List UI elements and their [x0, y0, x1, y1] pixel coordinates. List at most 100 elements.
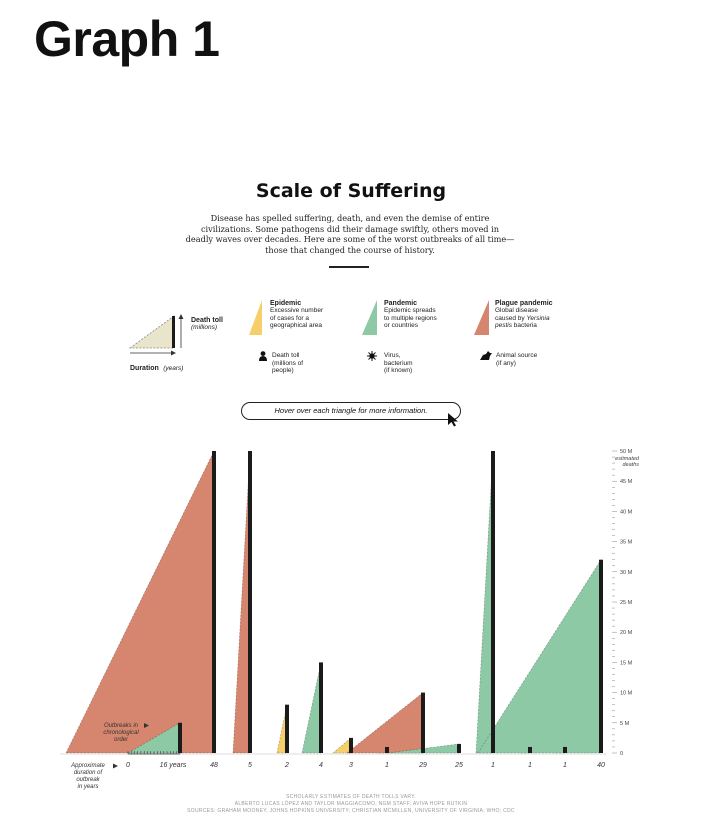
legend-sample-triangle	[128, 315, 175, 349]
pandemic-swatch	[362, 300, 377, 335]
pandemic-swatch-triangle	[362, 300, 377, 335]
legend-desc-line: bacterium	[384, 359, 413, 367]
outbreak-triangle-pandemic[interactable]: 4	[301, 662, 322, 754]
legend-desc-line: pestis bacteria	[495, 322, 553, 330]
duration-label: 29	[418, 762, 427, 769]
y-tick-label: 10 M	[620, 691, 633, 697]
intro-line: civilizations. Some pathogens did their …	[200, 223, 500, 234]
duration-label: 1	[528, 762, 532, 769]
death-toll-bar	[285, 704, 289, 753]
legend-pandemic-title: Pandemic	[384, 300, 418, 307]
epidemic-swatch-triangle	[249, 300, 262, 335]
death-toll-bar	[563, 746, 567, 753]
legend-desc-line: Global disease	[495, 307, 538, 314]
annotation-arrow-icon	[144, 723, 149, 728]
intro-text: Disease has spelled suffering, death, an…	[175, 213, 525, 255]
outbreak-triangle-pandemic[interactable]: 40	[477, 558, 602, 754]
y-tick-label: 25 M	[620, 600, 633, 606]
y-tick-label: 50 M	[620, 449, 633, 455]
duration-label: 5	[248, 762, 252, 769]
outbreaks-order-annotation: chronological	[103, 730, 139, 736]
legend-desc-italic: Yersinia	[526, 314, 550, 322]
legend-desc-line: Virus,	[384, 352, 401, 359]
legend-virus-label: Virus, bacterium (if known)	[384, 352, 413, 375]
legend-desc-line: geographical area	[270, 322, 323, 329]
y-tick-label: 45 M	[620, 479, 633, 485]
legend-desc-line: of cases for a	[270, 314, 310, 322]
outbreak-triangle-plague[interactable]: 29	[346, 691, 424, 754]
animal-icon	[480, 351, 492, 360]
legend-sample-bar	[172, 316, 175, 348]
death-toll-bar	[178, 722, 182, 753]
y-tick-label: 35 M	[620, 540, 633, 546]
legend-desc-line: Death toll	[272, 352, 300, 359]
duration-label: 2	[284, 762, 289, 769]
legend-epidemic-desc: Excessive number of cases for a geograph…	[270, 307, 323, 330]
legend-duration-arrowhead	[171, 350, 176, 356]
legend-death-toll-unit: (millions)	[191, 324, 217, 331]
death-toll-bar	[349, 737, 353, 753]
plague-swatch	[474, 300, 489, 335]
title-divider	[329, 266, 369, 268]
legend-desc-line: caused by Yersinia	[495, 315, 553, 323]
legend-duration-unit: (years)	[163, 365, 184, 372]
credits-authors: ALBERTO LUCAS LÓPEZ AND TAYLOR MAGGIACOM…	[234, 801, 468, 807]
legend-desc-part: caused by	[495, 314, 527, 322]
duration-label: 25	[454, 762, 463, 769]
duration-label: 3	[349, 762, 353, 769]
outbreaks-chart[interactable]: 4816524312925111404816 years 5 2 4 3 1 29 25 1 1 1…	[0, 440, 702, 800]
legend-people-label: Death toll (millions of people)	[272, 352, 303, 375]
death-toll-bar	[212, 451, 216, 753]
legend-duration-label: Duration	[130, 365, 159, 372]
duration-label: 40	[597, 762, 605, 769]
outbreaks-order-annotation: order	[114, 737, 129, 743]
outbreak-triangle-pandemic[interactable]: 1	[475, 450, 494, 754]
death-toll-bar	[457, 743, 461, 753]
y-tick-label: 40 M	[620, 509, 633, 515]
credits-note: SCHOLARLY ESTIMATES OF DEATH TOLLS VARY.	[286, 794, 416, 800]
legend-desc-line: (millions of	[272, 359, 304, 367]
approx-duration-annotation: in years	[77, 784, 98, 790]
legend-duration: Duration (years)	[130, 357, 183, 375]
y-axis-label: estimated	[615, 456, 640, 462]
duration-label: 48	[210, 762, 218, 769]
approx-duration-annotation: Approximate	[70, 763, 105, 769]
person-icon	[259, 351, 267, 361]
death-toll-bar	[599, 559, 603, 753]
duration-label: 4	[319, 762, 323, 769]
legend-desc-line: Excessive number	[270, 307, 324, 314]
duration-arrow-icon	[113, 763, 118, 769]
y-zero-label: 0	[620, 751, 623, 757]
intro-line: Disease has spelled suffering, death, an…	[210, 213, 490, 223]
legend-desc-line: Epidemic spreads	[384, 307, 436, 314]
outbreak-triangle-plague[interactable]: 5	[232, 450, 251, 754]
y-axis-label-2: deaths	[622, 462, 639, 468]
legend-death-toll: Death toll (millions)	[191, 317, 223, 332]
legend-toll-arrowhead	[178, 314, 184, 319]
legend-animal-label: Animal source (if any)	[496, 352, 537, 367]
y-tick-label: 5 M	[620, 721, 630, 727]
legend-plague: Plague pandemic Global disease caused by…	[495, 300, 553, 330]
duration-label: 1	[491, 762, 495, 769]
y-tick-label: 15 M	[620, 660, 633, 666]
legend-scale-key	[128, 314, 184, 356]
duration-label: 1	[563, 762, 567, 769]
outbreak-triangle-epidemic[interactable]: 3	[332, 737, 352, 754]
legend-desc-line: Animal source	[496, 352, 538, 359]
death-toll-bar	[385, 746, 389, 753]
outbreak-triangle-plague[interactable]: 48	[65, 450, 215, 754]
legend-desc-line: to multiple regions	[384, 314, 437, 322]
y-tick-label: 30 M	[620, 570, 633, 576]
death-toll-bar	[319, 662, 323, 753]
approx-duration-annotation: outbreak	[76, 777, 100, 783]
chart-title: Scale of Suffering	[255, 180, 447, 202]
plague-swatch-triangle	[474, 300, 489, 335]
outbreaks-order-annotation: Outbreaks in	[104, 723, 139, 729]
approx-duration-annotation: duration of	[74, 770, 104, 776]
death-toll-bar	[491, 451, 495, 753]
y-tick-label: 20 M	[620, 630, 633, 636]
death-toll-bar	[528, 746, 532, 753]
death-toll-bar	[248, 451, 252, 753]
legend-pandemic-desc: Epidemic spreads to multiple regions or …	[384, 307, 437, 330]
duration-zero-label: 0	[126, 762, 130, 769]
